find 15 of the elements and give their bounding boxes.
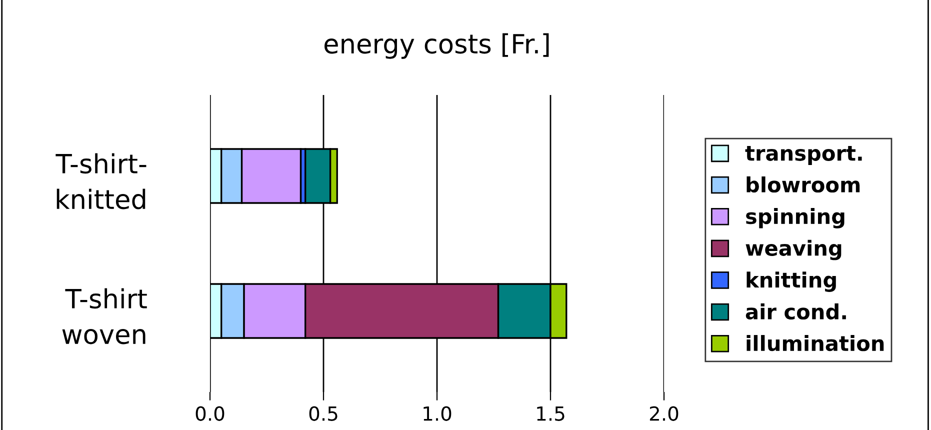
legend-label: transport.: [745, 146, 862, 165]
x-tick-label: 1.5: [537, 406, 564, 421]
chart-title: energy costs [Fr.]: [324, 33, 549, 59]
x-tick-label: 2.0: [650, 406, 678, 421]
legend-label: spinning: [746, 208, 844, 228]
legend-label: blowroom: [746, 176, 860, 193]
legend-label: knitting: [746, 272, 836, 292]
x-tick-label: 1.0: [424, 406, 452, 421]
y-tick-label: T-shirt- knitted: [56, 153, 146, 210]
legend-label: weaving: [746, 240, 842, 260]
y-tick-label: T-shirt woven: [62, 288, 147, 344]
x-tick-label: 0.5: [309, 406, 338, 421]
legend-label: illumination: [746, 335, 884, 352]
legend-label: air cond.: [746, 303, 846, 320]
x-tick-label: 0.0: [196, 406, 224, 421]
